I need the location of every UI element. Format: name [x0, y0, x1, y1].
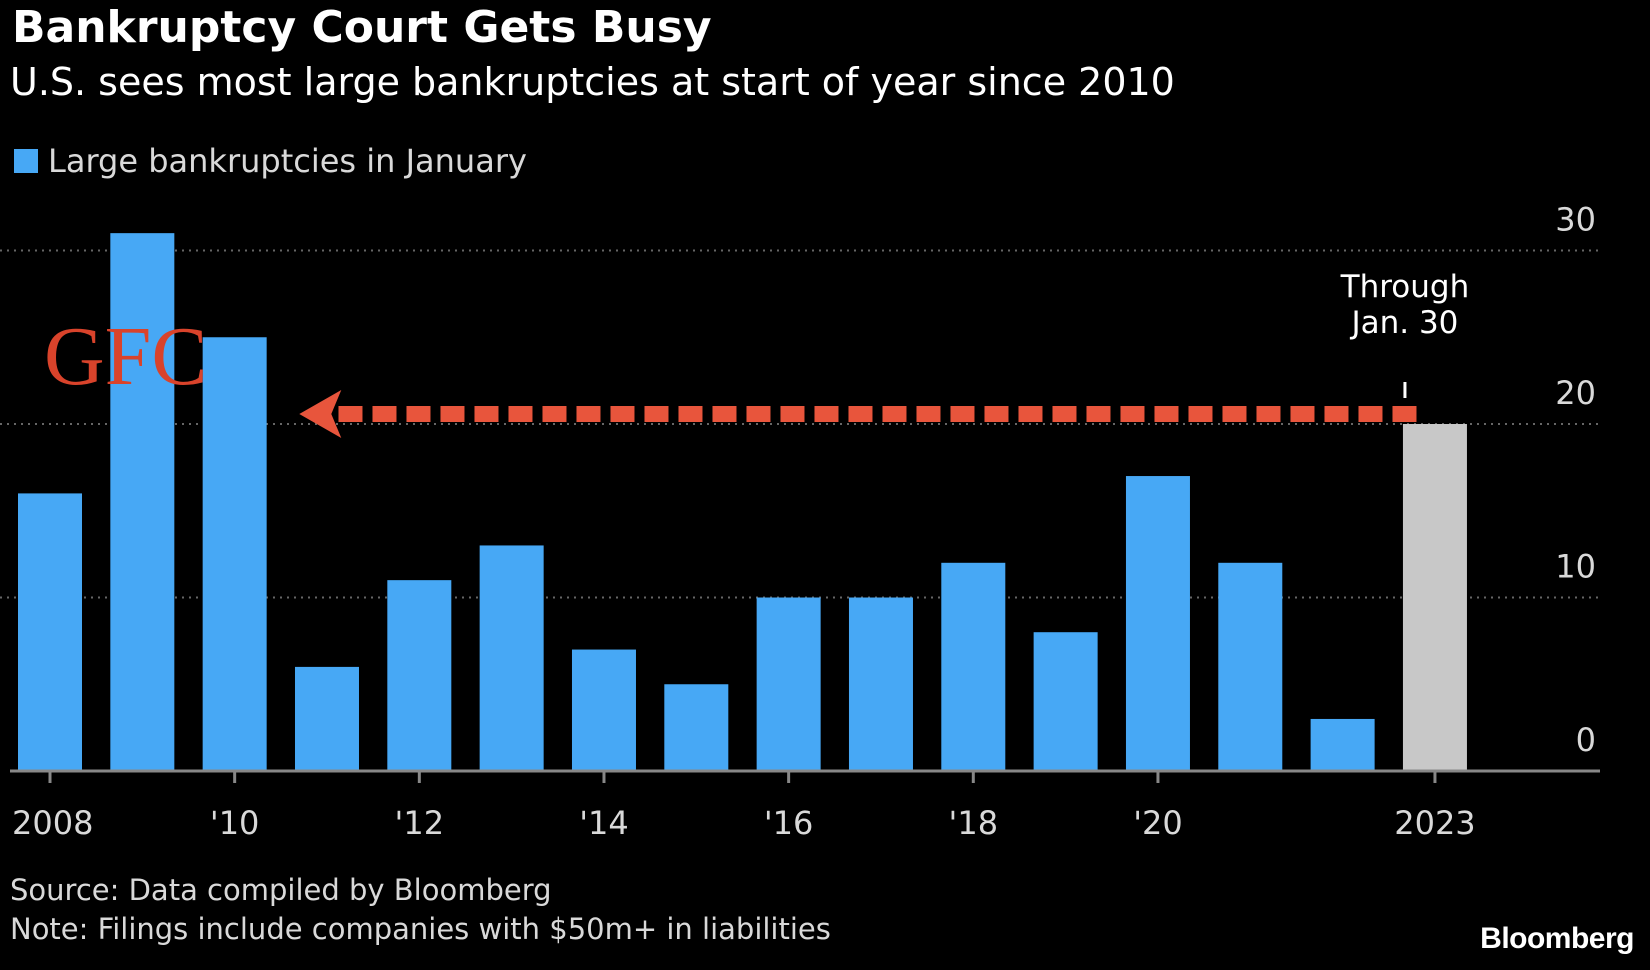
x-tick-label-2010: '10: [210, 804, 260, 840]
bar-2012: [387, 580, 452, 771]
bar-2011: [294, 666, 359, 771]
filing-note: Note: Filings include companies with $50…: [10, 912, 831, 946]
bar-2013: [479, 545, 544, 771]
bar-2016: [756, 597, 821, 771]
bar-2017: [848, 597, 913, 771]
bar-2015: [664, 684, 729, 771]
y-tick-label-0: 0: [1576, 721, 1596, 759]
chart-subtitle: U.S. sees most large bankruptcies at sta…: [10, 60, 1175, 104]
x-tick-label-2023: 2023: [1394, 804, 1475, 840]
legend-label: Large bankruptcies in January: [48, 142, 527, 180]
bar-2008: [18, 493, 82, 771]
x-tick-label-2008: 2008: [12, 804, 93, 840]
bar-2014: [571, 649, 636, 771]
bar-2019: [1033, 632, 1098, 771]
chart-legend: Large bankruptcies in January: [14, 142, 527, 180]
x-tick-label-2012: '12: [395, 804, 445, 840]
source-note: Source: Data compiled by Bloomberg: [10, 873, 552, 907]
bar-2022: [1310, 718, 1375, 771]
highlight-label-line-2: Jan. 30: [1349, 305, 1458, 341]
y-tick-label-10: 10: [1555, 548, 1596, 586]
bar-2009: [110, 233, 175, 771]
x-tick-label-2020: '20: [1133, 804, 1183, 840]
arrow-head: [299, 390, 342, 438]
chart-title: Bankruptcy Court Gets Busy: [12, 2, 712, 53]
bar-2018: [941, 562, 1006, 771]
y-tick-label-20: 20: [1555, 374, 1596, 412]
bloomberg-logo: Bloomberg: [1480, 922, 1634, 955]
legend-swatch: [14, 149, 38, 173]
bar-2020: [1125, 476, 1190, 771]
bar-chart: 2008 '10 '12 '14 '16 '18 '20 2023 0 10 20 30 Through…: [0, 201, 1600, 840]
x-tick-label-2016: '16: [764, 804, 814, 840]
bar-2023: [1402, 424, 1467, 771]
x-tick-label-2018: '18: [949, 804, 999, 840]
bar-2010: [202, 337, 267, 771]
x-tick-label-2014: '14: [579, 804, 629, 840]
bar-2021: [1218, 562, 1283, 771]
y-tick-label-30: 30: [1555, 201, 1596, 239]
gfc-label: GFC: [44, 310, 207, 403]
highlight-label-line-1: Through: [1340, 269, 1470, 305]
